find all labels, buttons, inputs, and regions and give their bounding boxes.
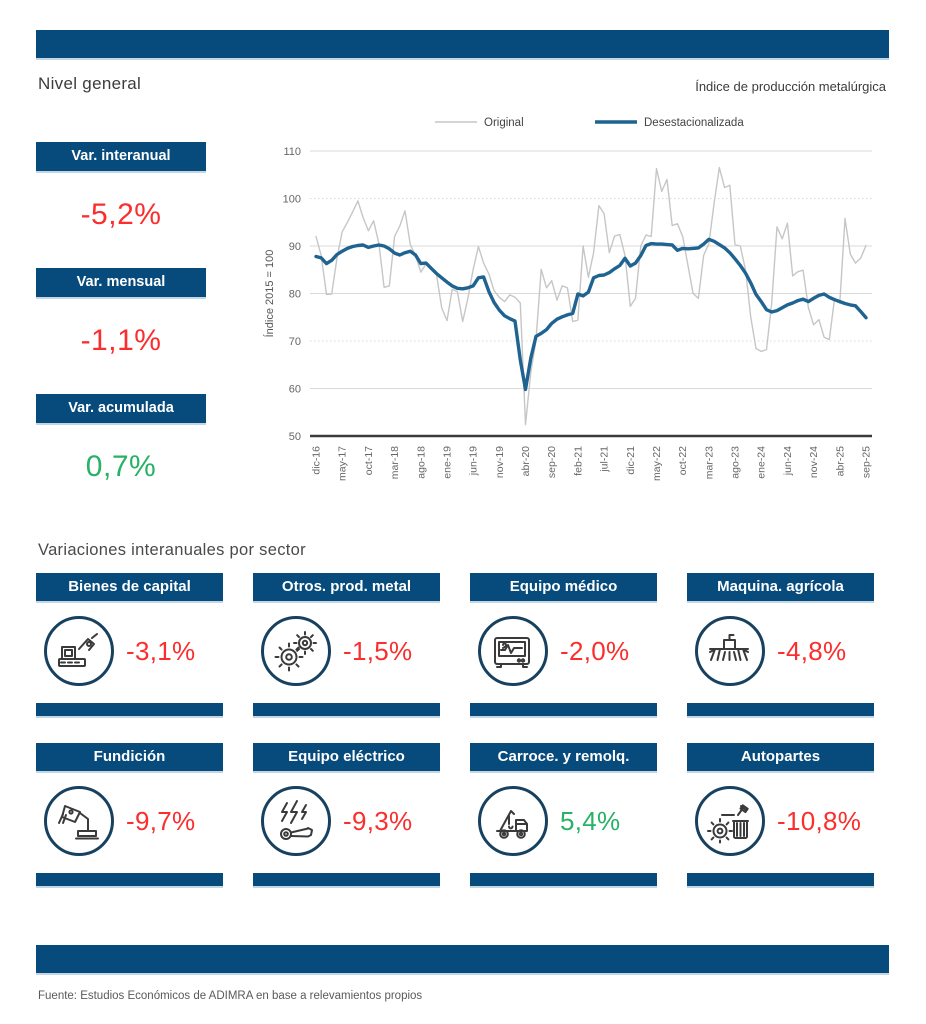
- page-title: Nivel general: [38, 74, 142, 93]
- summary-stats-column: Var. interanual -5,2% Var. mensual -1,1% Var…: [36, 142, 216, 520]
- top-accent-bar: [36, 30, 889, 58]
- x-tick-label: ago-18: [415, 446, 427, 479]
- tow-truck-icon: [478, 786, 548, 856]
- x-tick-label: jul-21: [599, 446, 611, 473]
- sector-card-header: Fundición: [36, 743, 223, 771]
- sector-card-footer-bar: [687, 703, 874, 716]
- x-tick-label: sep-25: [861, 446, 873, 478]
- x-tick-label: jun-24: [782, 446, 794, 476]
- y-axis-title: Índice 2015 = 100: [263, 250, 276, 338]
- sector-card-body: -2,0%: [470, 601, 657, 701]
- line-chart: 50 60 70 80 90 100 110 Índice 2015 = 100 dic-16 m…: [263, 117, 873, 481]
- source-note: Fuente: Estudios Económicos de ADIMRA en…: [38, 990, 423, 1002]
- x-tick-label: nov-24: [808, 446, 820, 478]
- sector-card-footer-bar: [470, 873, 657, 886]
- medical-monitor-icon: [478, 616, 548, 686]
- stat-band-1: Var. mensual: [36, 268, 206, 297]
- x-tick-label: ene-24: [756, 446, 768, 479]
- legend-label-desestacionalizada: Desestacionalizada: [644, 117, 744, 129]
- sector-card-header: Equipo médico: [470, 573, 657, 601]
- sector-card-header: Bienes de capital: [36, 573, 223, 601]
- y-tick-label: 80: [289, 289, 301, 301]
- x-tick-label: dic-16: [311, 446, 323, 475]
- sector-card-body: -3,1%: [36, 601, 223, 701]
- x-tick-label: dic-21: [625, 446, 637, 475]
- sector-value: -1,5%: [343, 635, 413, 666]
- x-tick-label: mar-18: [389, 446, 401, 479]
- sector-card-auto-parts: Autopartes -10,8%: [687, 743, 874, 886]
- y-tick-label: 100: [283, 194, 301, 206]
- sector-card-footer-bar: [36, 703, 223, 716]
- sector-card-foundry-ladle: Fundición -9,7%: [36, 743, 223, 886]
- x-tick-label: sep-20: [546, 446, 558, 478]
- sector-cards-grid: Bienes de capital -3,1% Otros. prod. metal…: [36, 573, 890, 886]
- y-tick-label: 60: [289, 384, 301, 396]
- agricultural-machinery-icon: [695, 616, 765, 686]
- y-tick-label: 90: [289, 241, 301, 253]
- stat-value-1: -1,1%: [80, 324, 162, 357]
- sector-card-tow-truck: Carroce. y remolq. 5,4%: [470, 743, 657, 886]
- sector-card-footer-bar: [36, 873, 223, 886]
- sector-card-body: -10,8%: [687, 771, 874, 871]
- sector-card-header: Maquina. agrícola: [687, 573, 874, 601]
- sector-card-footer-bar: [687, 873, 874, 886]
- x-tick-label: abr-20: [520, 446, 532, 477]
- x-tick-label: oct-22: [677, 446, 689, 475]
- capital-goods-machine-icon: [44, 616, 114, 686]
- sector-value: -9,3%: [343, 805, 413, 836]
- report-subtitle: Índice de producción metalúrgica: [695, 79, 886, 94]
- x-tick-label: feb-21: [572, 446, 584, 476]
- y-tick-label: 110: [283, 146, 301, 158]
- sector-card-header: Autopartes: [687, 743, 874, 771]
- sector-card-footer-bar: [470, 703, 657, 716]
- x-tick-label: jun-19: [468, 446, 480, 476]
- x-tick-label: nov-19: [494, 446, 506, 478]
- x-tick-label: oct-17: [363, 446, 375, 475]
- sector-card-capital-goods-machine: Bienes de capital -3,1%: [36, 573, 223, 716]
- sector-card-header: Otros. prod. metal: [253, 573, 440, 601]
- sector-card-header: Equipo eléctrico: [253, 743, 440, 771]
- sector-value: 5,4%: [560, 805, 621, 836]
- sector-value: -3,1%: [126, 635, 196, 666]
- legend-label-original: Original: [484, 117, 524, 129]
- x-tick-label: may-17: [337, 446, 349, 481]
- sector-card-body: 5,4%: [470, 771, 657, 871]
- production-index-chart: 50 60 70 80 90 100 110 Índice 2015 = 100 dic-16 m…: [260, 106, 890, 506]
- sector-section-title: Variaciones interanuales por sector: [38, 541, 306, 559]
- y-tick-label: 70: [289, 336, 301, 348]
- sector-value: -4,8%: [777, 635, 847, 666]
- sector-card-body: -9,7%: [36, 771, 223, 871]
- sector-value: -9,7%: [126, 805, 196, 836]
- bottom-accent-bar: [36, 945, 889, 973]
- sector-card-body: -1,5%: [253, 601, 440, 701]
- sector-value: -2,0%: [560, 635, 630, 666]
- stat-band-0: Var. interanual: [36, 142, 206, 171]
- electric-equipment-icon: [261, 786, 331, 856]
- sector-card-footer-bar: [253, 873, 440, 886]
- stat-band-2: Var. acumulada: [36, 394, 206, 423]
- series-desestacionalizada: [314, 237, 868, 392]
- stat-value-0: -5,2%: [80, 198, 162, 231]
- sector-card-footer-bar: [253, 703, 440, 716]
- foundry-ladle-icon: [44, 786, 114, 856]
- y-tick-label: 50: [289, 431, 301, 443]
- sector-card-agricultural-machinery: Maquina. agrícola -4,8%: [687, 573, 874, 716]
- sector-card-gears: Otros. prod. metal -1,5%: [253, 573, 440, 716]
- x-tick-label: mar-23: [703, 446, 715, 479]
- sector-card-header: Carroce. y remolq.: [470, 743, 657, 771]
- sector-card-body: -9,3%: [253, 771, 440, 871]
- sector-value: -10,8%: [777, 805, 862, 836]
- x-tick-label: ene-19: [441, 446, 453, 479]
- sector-card-body: -4,8%: [687, 601, 874, 701]
- x-tick-label: may-22: [651, 446, 663, 481]
- sector-card-electric-equipment: Equipo eléctrico -9,3%: [253, 743, 440, 886]
- x-tick-label: ago-23: [730, 446, 742, 479]
- stat-value-2: 0,7%: [85, 450, 157, 483]
- x-tick-label: abr-25: [834, 446, 846, 477]
- sector-card-medical-monitor: Equipo médico -2,0%: [470, 573, 657, 716]
- gears-icon: [261, 616, 331, 686]
- series-original: [315, 166, 867, 426]
- auto-parts-icon: [695, 786, 765, 856]
